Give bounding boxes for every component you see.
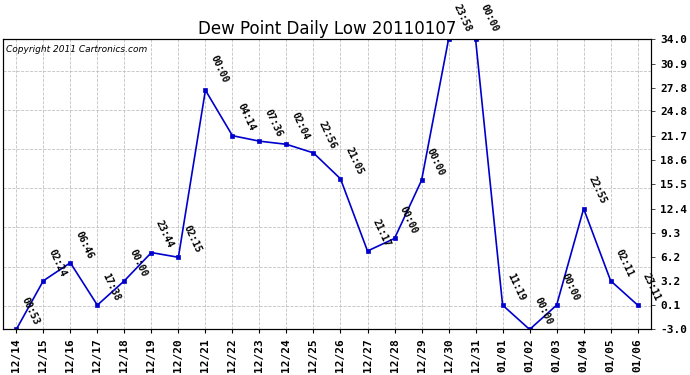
- Text: 00:00: 00:00: [424, 147, 446, 178]
- Text: 23:58: 23:58: [451, 3, 473, 34]
- Text: 00:00: 00:00: [478, 3, 500, 34]
- Text: 02:24: 02:24: [46, 247, 68, 278]
- Text: 00:53: 00:53: [19, 296, 41, 327]
- Text: 07:36: 07:36: [262, 108, 284, 138]
- Text: 00:00: 00:00: [560, 272, 581, 302]
- Text: 02:11: 02:11: [613, 247, 635, 278]
- Text: 00:00: 00:00: [397, 205, 419, 236]
- Text: Copyright 2011 Cartronics.com: Copyright 2011 Cartronics.com: [6, 45, 147, 54]
- Text: 02:04: 02:04: [289, 111, 311, 141]
- Text: 11:19: 11:19: [505, 272, 527, 302]
- Text: 00:00: 00:00: [208, 54, 230, 85]
- Text: 21:17: 21:17: [371, 217, 392, 248]
- Title: Dew Point Daily Low 20110107: Dew Point Daily Low 20110107: [198, 20, 456, 38]
- Text: 04:14: 04:14: [235, 102, 257, 133]
- Text: 00:00: 00:00: [533, 296, 554, 327]
- Text: 23:11: 23:11: [640, 272, 662, 302]
- Text: 23:44: 23:44: [154, 219, 176, 250]
- Text: 17:38: 17:38: [100, 272, 121, 302]
- Text: 21:05: 21:05: [343, 145, 365, 176]
- Text: 22:55: 22:55: [586, 175, 608, 206]
- Text: 00:00: 00:00: [127, 247, 148, 278]
- Text: 22:56: 22:56: [316, 119, 337, 150]
- Text: 06:46: 06:46: [73, 229, 95, 260]
- Text: 02:15: 02:15: [181, 224, 203, 255]
